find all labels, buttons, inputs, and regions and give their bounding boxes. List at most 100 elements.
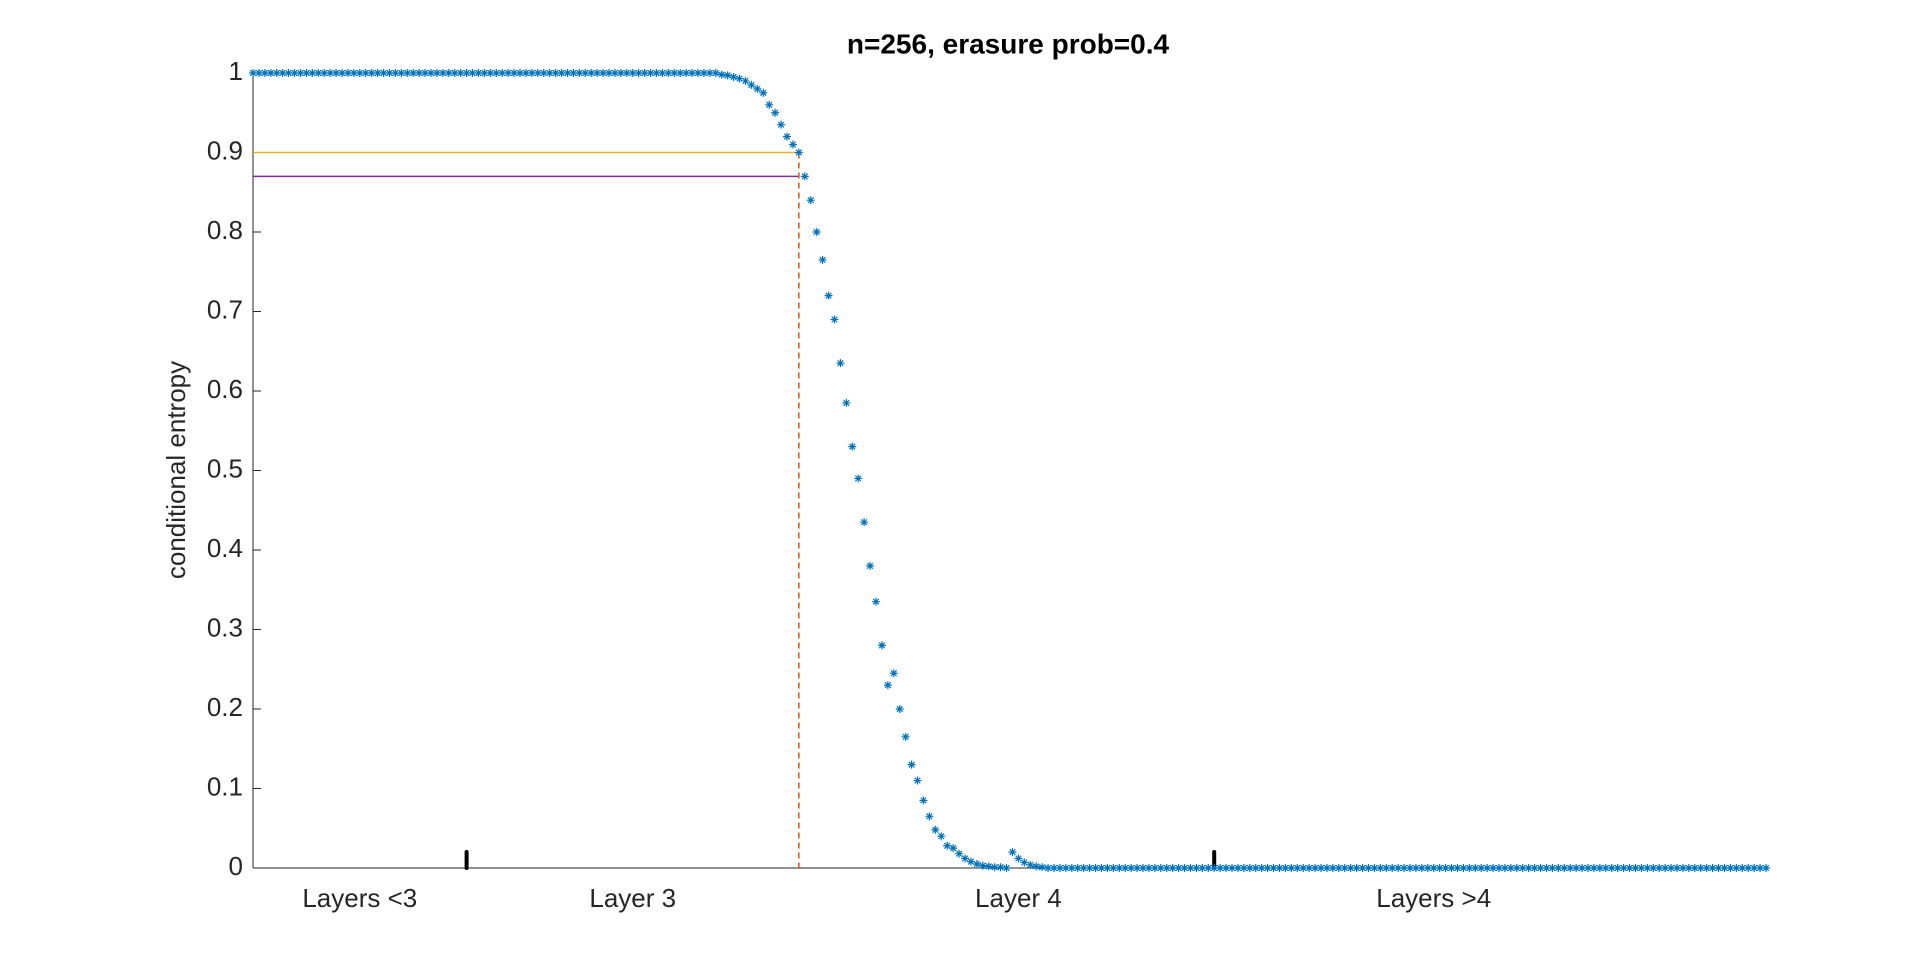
data-point bbox=[1002, 864, 1011, 872]
data-point bbox=[1032, 862, 1041, 871]
data-point bbox=[1500, 864, 1509, 872]
data-point bbox=[1133, 864, 1142, 872]
data-point bbox=[1364, 864, 1373, 872]
y-tick-label: 0.6 bbox=[207, 374, 243, 404]
data-point bbox=[367, 69, 376, 77]
data-point bbox=[1518, 864, 1527, 872]
data-point bbox=[1726, 864, 1735, 872]
data-point bbox=[1328, 864, 1337, 872]
data-point bbox=[1625, 864, 1634, 872]
data-point bbox=[1762, 864, 1770, 872]
data-point bbox=[1382, 864, 1391, 872]
data-point bbox=[521, 69, 530, 77]
data-point bbox=[1263, 864, 1272, 872]
data-point bbox=[462, 69, 471, 77]
data-point bbox=[1512, 864, 1521, 872]
y-tick-label: 0.9 bbox=[207, 135, 243, 165]
data-point bbox=[741, 76, 750, 85]
data-point bbox=[1548, 864, 1557, 872]
y-tick-label: 0.5 bbox=[207, 453, 243, 483]
data-point bbox=[379, 69, 388, 77]
data-point bbox=[391, 69, 400, 77]
data-point bbox=[415, 69, 424, 77]
data-point bbox=[1400, 864, 1409, 872]
data-point bbox=[1554, 864, 1563, 872]
data-point bbox=[955, 849, 964, 858]
data-point bbox=[1489, 864, 1498, 872]
data-point bbox=[1222, 864, 1231, 872]
data-point bbox=[1506, 864, 1515, 872]
data-point bbox=[498, 69, 507, 77]
data-point bbox=[848, 442, 857, 451]
data-point bbox=[1578, 864, 1587, 872]
data-point bbox=[1038, 863, 1047, 872]
data-point bbox=[1079, 864, 1088, 872]
data-point bbox=[1637, 864, 1646, 872]
data-point bbox=[824, 291, 833, 300]
data-point bbox=[266, 69, 275, 77]
data-point bbox=[747, 80, 756, 89]
data-point bbox=[860, 518, 869, 527]
data-point bbox=[438, 69, 447, 77]
layer-label: Layers >4 bbox=[1376, 883, 1491, 913]
data-point bbox=[622, 69, 631, 77]
data-point bbox=[1406, 864, 1414, 872]
data-point bbox=[1376, 864, 1385, 872]
data-point bbox=[1423, 864, 1432, 872]
data-point bbox=[338, 69, 346, 77]
data-point bbox=[421, 69, 430, 77]
data-point bbox=[1346, 864, 1355, 872]
data-point bbox=[397, 69, 406, 77]
data-point bbox=[717, 70, 726, 79]
data-point bbox=[545, 69, 554, 77]
data-point bbox=[249, 69, 257, 77]
data-point bbox=[349, 69, 358, 77]
data-point bbox=[771, 108, 780, 117]
data-point bbox=[1245, 864, 1254, 872]
data-point bbox=[1429, 864, 1438, 872]
data-point bbox=[1750, 864, 1759, 872]
data-point bbox=[308, 69, 317, 77]
data-point bbox=[682, 69, 691, 77]
data-point bbox=[729, 72, 738, 81]
data-point bbox=[1050, 864, 1058, 872]
layer-label: Layers <3 bbox=[302, 883, 417, 913]
data-point bbox=[1168, 864, 1177, 872]
data-point bbox=[1352, 864, 1361, 872]
data-point bbox=[1643, 864, 1652, 872]
data-point bbox=[1524, 864, 1533, 872]
data-point bbox=[1417, 864, 1426, 872]
data-point bbox=[1287, 864, 1296, 872]
data-point bbox=[664, 69, 673, 77]
data-point bbox=[1477, 864, 1486, 872]
data-point bbox=[314, 69, 323, 77]
data-point bbox=[1044, 864, 1053, 872]
data-point bbox=[1127, 864, 1136, 872]
data-point bbox=[1156, 864, 1165, 872]
data-point bbox=[1014, 854, 1023, 863]
data-point bbox=[800, 172, 809, 181]
data-point bbox=[1613, 864, 1622, 872]
data-point bbox=[818, 255, 827, 264]
data-point bbox=[1441, 864, 1450, 872]
data-point bbox=[765, 100, 774, 109]
data-point bbox=[332, 69, 341, 77]
data-point bbox=[978, 861, 987, 870]
data-point bbox=[913, 776, 922, 785]
data-point bbox=[510, 69, 519, 77]
data-point bbox=[296, 69, 305, 77]
data-point bbox=[1536, 864, 1545, 872]
data-point bbox=[735, 74, 744, 83]
y-tick-label: 1 bbox=[229, 56, 243, 86]
data-point bbox=[539, 69, 548, 77]
data-point bbox=[628, 69, 637, 77]
data-point bbox=[1607, 864, 1616, 872]
data-point bbox=[1162, 864, 1171, 872]
y-tick-label: 0.1 bbox=[207, 771, 243, 801]
data-point bbox=[901, 732, 910, 741]
data-point bbox=[1708, 864, 1717, 872]
data-point bbox=[1411, 864, 1420, 872]
data-point bbox=[456, 69, 465, 77]
data-point bbox=[1192, 864, 1201, 872]
